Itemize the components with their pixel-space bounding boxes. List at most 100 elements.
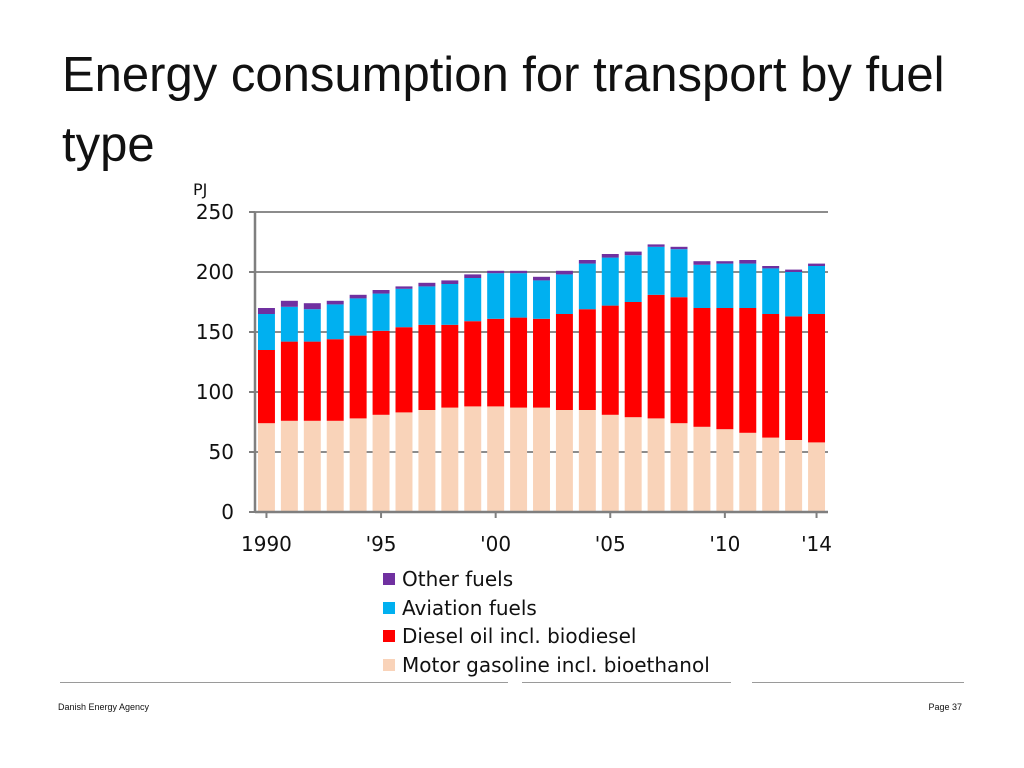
bar-1992-motor-gasoline-incl-bioethanol <box>303 420 321 512</box>
bar-1994-diesel-oil-incl-biodiesel <box>349 335 367 419</box>
y-tick-label-200: 200 <box>196 260 234 284</box>
footer-divider-middle <box>522 682 731 683</box>
bar-1990-aviation-fuels <box>257 314 275 350</box>
bar-2008-aviation-fuels <box>670 249 688 298</box>
bar-2002-aviation-fuels <box>533 280 550 319</box>
bar-2014-aviation-fuels <box>808 266 826 314</box>
bar-2011-other-fuels <box>739 260 757 264</box>
bar-2003-aviation-fuels <box>555 274 573 314</box>
bar-1993-aviation-fuels <box>326 304 344 340</box>
footer-divider-right <box>752 682 964 683</box>
bar-2002-other-fuels <box>533 276 550 281</box>
footer-page-number: Page 37 <box>928 702 962 712</box>
legend-label: Aviation fuels <box>402 595 537 620</box>
bar-1991-aviation-fuels <box>280 306 298 342</box>
legend-swatch <box>383 658 395 671</box>
bar-2009-motor-gasoline-incl-bioethanol <box>693 426 711 512</box>
bar-2004-aviation-fuels <box>578 263 596 310</box>
bar-1996-other-fuels <box>395 286 413 289</box>
bar-2006-aviation-fuels <box>624 255 642 302</box>
bar-2008-diesel-oil-incl-biodiesel <box>670 297 688 424</box>
bar-2006-diesel-oil-incl-biodiesel <box>624 302 642 418</box>
bar-1998-motor-gasoline-incl-bioethanol <box>441 407 459 512</box>
bar-1993-motor-gasoline-incl-bioethanol <box>326 420 344 512</box>
bar-2005-motor-gasoline-incl-bioethanol <box>601 414 619 512</box>
bar-2006-other-fuels <box>624 251 642 256</box>
bar-2007-other-fuels <box>647 244 665 247</box>
legend-item: Other fuels <box>383 565 710 594</box>
bar-2005-diesel-oil-incl-biodiesel <box>601 305 619 415</box>
bar-2008-motor-gasoline-incl-bioethanol <box>670 423 688 512</box>
bar-2012-motor-gasoline-incl-bioethanol <box>762 437 780 512</box>
bar-2010-motor-gasoline-incl-bioethanol <box>716 429 734 512</box>
y-tick-label-150: 150 <box>196 320 234 344</box>
bar-1997-aviation-fuels <box>418 286 436 325</box>
bar-2000-aviation-fuels <box>487 273 505 319</box>
bar-2012-aviation-fuels <box>762 268 780 314</box>
bar-2005-aviation-fuels <box>601 257 619 306</box>
bar-1998-other-fuels <box>441 280 459 284</box>
footer-divider-left <box>60 682 508 683</box>
legend-swatch <box>383 601 395 614</box>
legend-swatch <box>383 573 395 586</box>
bar-1993-other-fuels <box>326 300 344 305</box>
bar-2013-other-fuels <box>785 269 803 272</box>
legend-item: Motor gasoline incl. bioethanol <box>383 651 710 680</box>
bar-2007-diesel-oil-incl-biodiesel <box>647 294 665 419</box>
bar-2010-other-fuels <box>716 261 734 264</box>
bar-2005-other-fuels <box>601 254 619 258</box>
bar-1997-motor-gasoline-incl-bioethanol <box>418 410 436 512</box>
bar-2003-motor-gasoline-incl-bioethanol <box>555 410 573 512</box>
bar-1995-motor-gasoline-incl-bioethanol <box>372 414 390 512</box>
y-axis-unit-label: PJ <box>193 180 207 199</box>
x-tick-label-1990: 1990 <box>241 532 292 556</box>
bar-1992-other-fuels <box>303 303 321 310</box>
bar-1997-diesel-oil-incl-biodiesel <box>418 324 436 410</box>
x-tick-label-2005: '05 <box>595 532 626 556</box>
slide-title: Energy consumption for transport by fuel… <box>62 48 945 172</box>
bar-1992-diesel-oil-incl-biodiesel <box>303 341 321 421</box>
bar-1997-other-fuels <box>418 282 436 287</box>
bar-2000-motor-gasoline-incl-bioethanol <box>487 406 505 512</box>
bar-2014-motor-gasoline-incl-bioethanol <box>808 442 826 512</box>
bar-2003-diesel-oil-incl-biodiesel <box>555 314 573 410</box>
bar-2012-other-fuels <box>762 266 780 269</box>
bar-2007-aviation-fuels <box>647 246 665 295</box>
legend-item: Aviation fuels <box>383 594 710 623</box>
bar-1991-motor-gasoline-incl-bioethanol <box>280 420 298 512</box>
bar-2000-diesel-oil-incl-biodiesel <box>487 318 505 407</box>
bar-2004-motor-gasoline-incl-bioethanol <box>578 410 596 512</box>
bar-2010-diesel-oil-incl-biodiesel <box>716 308 734 430</box>
bar-2009-other-fuels <box>693 261 711 265</box>
x-tick-label-2010: '10 <box>709 532 740 556</box>
bar-2013-diesel-oil-incl-biodiesel <box>785 316 803 440</box>
chart-legend: Other fuels Aviation fuels Diesel oil incl… <box>383 565 710 679</box>
bar-1992-aviation-fuels <box>303 309 321 342</box>
bar-1993-diesel-oil-incl-biodiesel <box>326 339 344 421</box>
bar-2006-motor-gasoline-incl-bioethanol <box>624 417 642 512</box>
y-tick-label-50: 50 <box>209 440 234 464</box>
bar-1999-other-fuels <box>464 274 482 278</box>
bar-2001-diesel-oil-incl-biodiesel <box>510 317 528 408</box>
bar-1995-diesel-oil-incl-biodiesel <box>372 330 390 415</box>
bar-2008-other-fuels <box>670 246 688 250</box>
bar-1991-other-fuels <box>280 300 298 307</box>
bar-2004-diesel-oil-incl-biodiesel <box>578 309 596 410</box>
bar-2014-other-fuels <box>808 263 826 266</box>
bar-2010-aviation-fuels <box>716 263 734 308</box>
bar-2002-diesel-oil-incl-biodiesel <box>533 318 550 408</box>
y-tick-label-0: 0 <box>221 500 234 524</box>
legend-label: Other fuels <box>402 567 514 592</box>
bar-2012-diesel-oil-incl-biodiesel <box>762 314 780 438</box>
bar-2013-aviation-fuels <box>785 272 803 317</box>
bar-2002-motor-gasoline-incl-bioethanol <box>533 407 550 512</box>
legend-label: Motor gasoline incl. bioethanol <box>402 652 710 677</box>
bar-1998-aviation-fuels <box>441 284 459 325</box>
bar-1998-diesel-oil-incl-biodiesel <box>441 324 459 408</box>
bar-2004-other-fuels <box>578 260 596 264</box>
bar-1991-diesel-oil-incl-biodiesel <box>280 341 298 421</box>
legend-swatch <box>383 630 395 643</box>
legend-label: Diesel oil incl. biodiesel <box>402 624 637 649</box>
bar-1990-diesel-oil-incl-biodiesel <box>257 350 275 424</box>
